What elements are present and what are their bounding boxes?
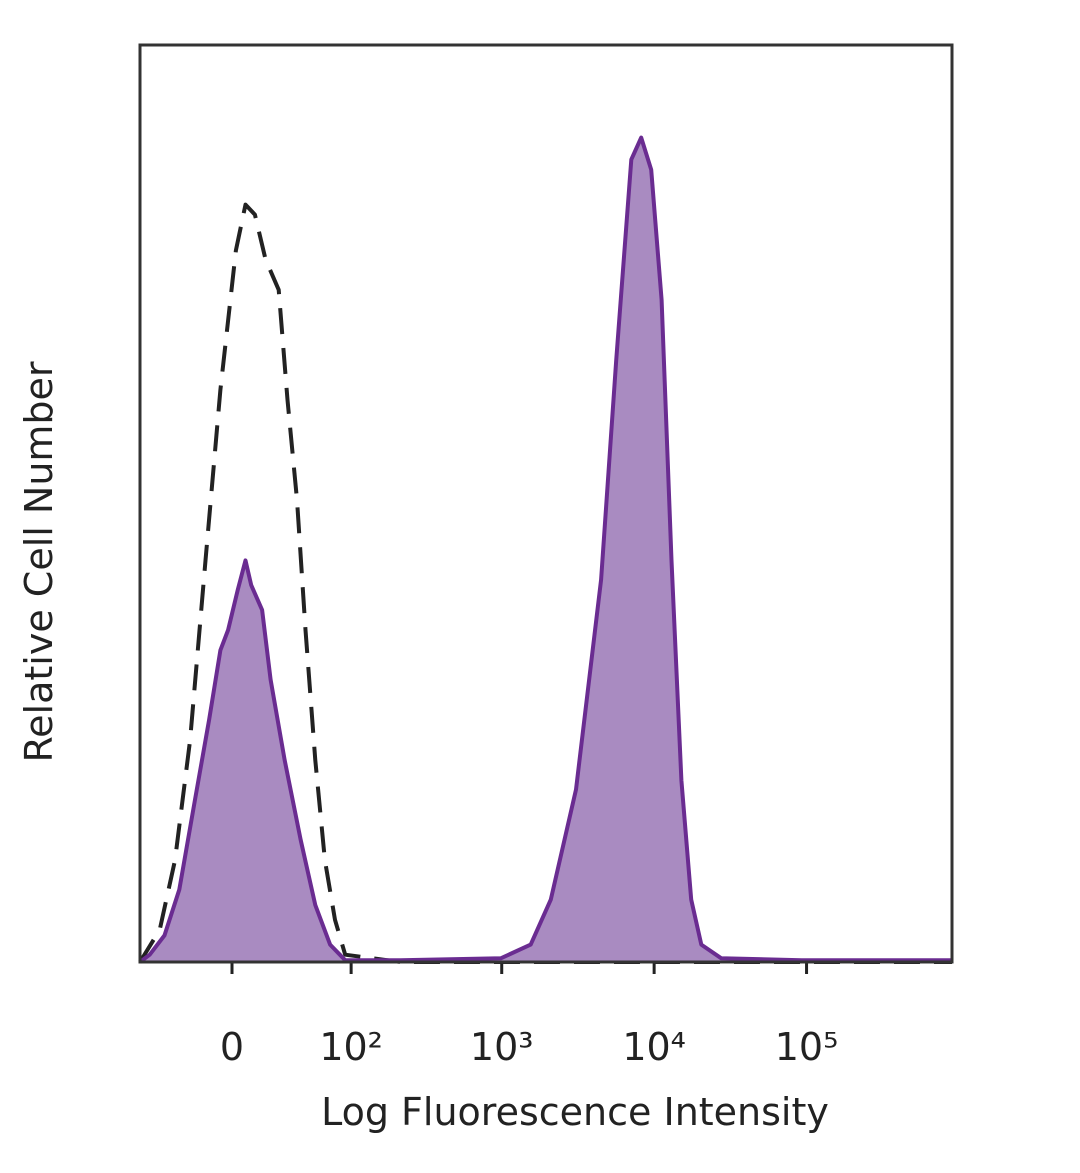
x-tick-label: 10³ (470, 1025, 534, 1069)
y-axis-label: Relative Cell Number (17, 361, 61, 762)
area-fill (140, 137, 952, 963)
histogram-line (138, 202, 952, 964)
x-tick-label: 0 (220, 1025, 244, 1069)
x-tick-label: 10² (319, 1025, 383, 1069)
x-tick-label: 10⁴ (622, 1025, 686, 1069)
x-tick-label: 10⁵ (775, 1025, 839, 1069)
plot-frame (138, 43, 954, 964)
histogram-line (138, 135, 952, 964)
x-axis-label: Log Fluorescence Intensity (321, 1090, 829, 1134)
